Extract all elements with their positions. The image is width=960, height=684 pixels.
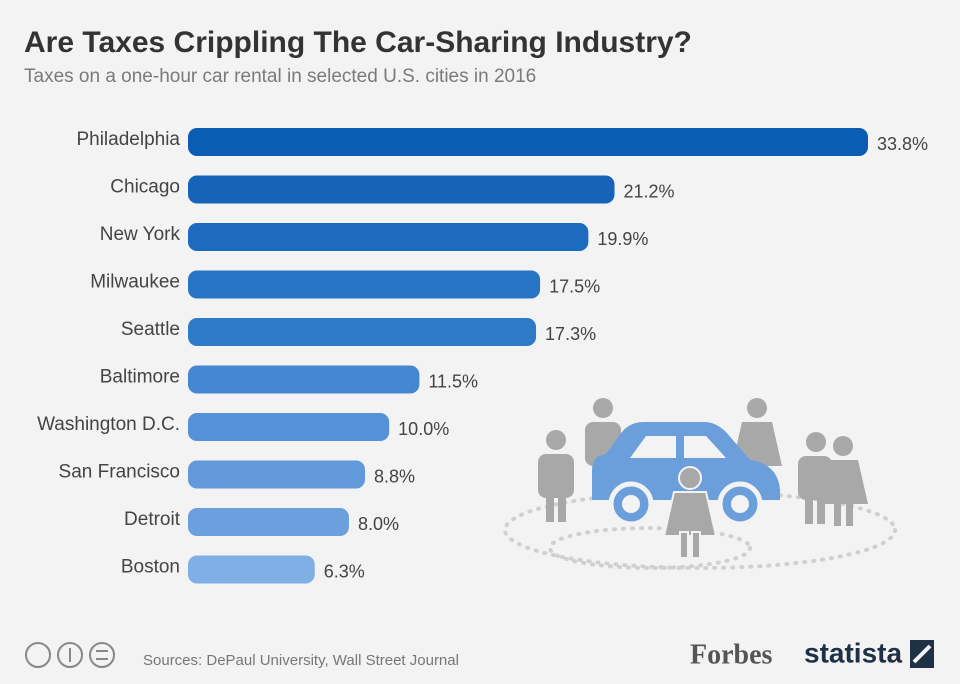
statista-logo-mark (912, 644, 932, 664)
source: Sources: DePaul University, Wall Street … (143, 652, 459, 669)
bar (188, 128, 868, 156)
category-label: San Francisco (59, 462, 180, 483)
bar (188, 175, 615, 204)
illustration (503, 398, 897, 570)
value-label: 21.2% (624, 181, 675, 201)
category-label: Washington D.C. (37, 414, 180, 435)
chart-title: Are Taxes Crippling The Car-Sharing Indu… (24, 26, 692, 59)
value-label: 8.8% (374, 466, 415, 486)
value-label: 11.5% (428, 371, 478, 391)
category-label: Baltimore (100, 367, 180, 388)
cc-icons (25, 642, 115, 668)
bar (188, 270, 541, 299)
value-label: 8.0% (358, 514, 399, 534)
bar (188, 508, 349, 536)
bar (188, 413, 390, 441)
category-label: Seattle (121, 319, 180, 340)
category-label: Boston (121, 557, 180, 578)
value-label: 17.5% (549, 276, 600, 296)
category-label: Milwaukee (90, 272, 180, 293)
category-label: Detroit (124, 509, 181, 530)
value-label: 33.8% (877, 134, 928, 154)
category-label: Philadelphia (76, 129, 180, 150)
bar (188, 223, 589, 251)
value-label: 19.9% (597, 229, 648, 249)
bar (188, 318, 537, 346)
bar (188, 365, 420, 394)
category-label: New York (100, 224, 181, 245)
value-label: 6.3% (324, 561, 365, 581)
bar (188, 555, 315, 584)
value-label: 10.0% (398, 419, 449, 439)
brand-forbes: Forbes (690, 639, 773, 670)
category-label: Chicago (110, 177, 180, 198)
brand-statista: statista (804, 637, 902, 668)
value-label: 17.3% (545, 324, 596, 344)
chart-subtitle: Taxes on a one-hour car rental in select… (24, 66, 536, 87)
bar (188, 460, 366, 489)
